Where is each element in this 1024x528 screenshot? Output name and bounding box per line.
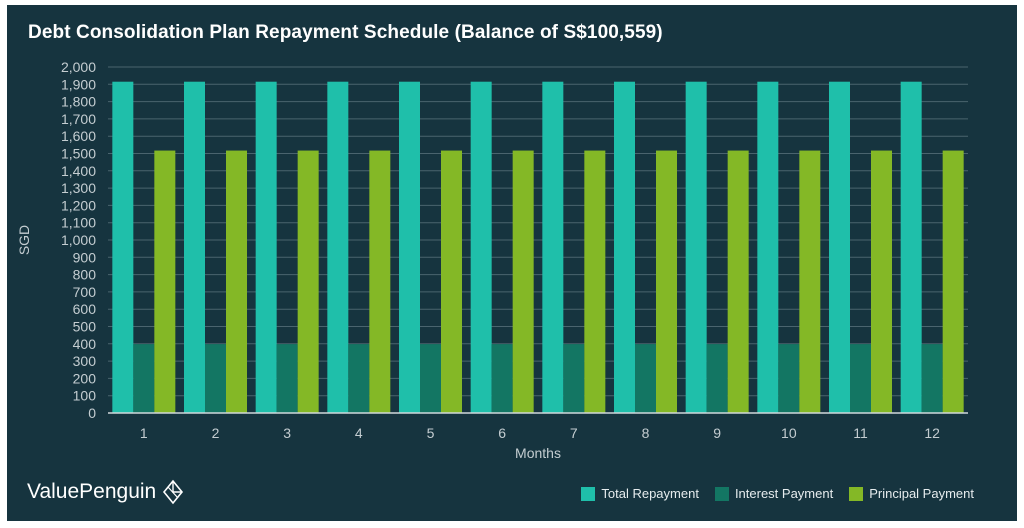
y-tick-label: 500 [73,319,97,335]
gridlines [108,66,968,397]
y-tick-label: 400 [73,336,97,352]
bar-total-repayment [184,81,205,413]
x-tick-label: 9 [713,425,721,441]
x-tick-label: 11 [853,425,868,441]
y-tick-label: 1,800 [61,94,96,110]
y-tick-label: 800 [73,267,97,283]
y-tick-label: 1,600 [61,128,96,144]
x-tick-label: 8 [642,425,650,441]
bar-total-repayment [900,81,922,413]
legend-swatch [581,486,596,501]
bar-total-repayment [327,81,349,413]
x-axis-title: Months [515,445,561,461]
bar-interest-payment [205,344,226,413]
legend-label: Principal Payment [869,486,974,501]
y-tick-label: 600 [73,301,97,317]
bar-interest-payment [276,344,298,413]
bar-interest-payment [563,344,585,413]
legend-item: Total Repayment [581,486,699,501]
bar-principal-payment [369,150,391,413]
y-tick-label: 1,500 [61,146,96,162]
bars [112,81,964,413]
bar-total-repayment [685,81,707,413]
bar-principal-payment [154,150,176,413]
legend-label: Interest Payment [734,486,834,501]
legend-swatch [849,486,864,501]
y-tick-label: 2,000 [61,59,96,75]
x-tick-labels: 1 2 3 4 5 6 7 8 9 10 11 12 [140,425,940,441]
y-tick-label: 300 [73,353,97,369]
bar-total-repayment [255,81,277,413]
chart-legend: Total Repayment Interest Payment Principal… [565,486,974,501]
bar-principal-payment [297,150,319,413]
bar-total-repayment [757,81,779,413]
bar-total-repayment [614,81,635,413]
x-tick-label: 3 [283,425,291,441]
y-tick-label: 1,200 [61,197,96,213]
y-tick-label: 0 [88,405,96,421]
bar-interest-payment [420,344,441,413]
y-tick-label: 1,100 [61,215,96,231]
x-tick-label: 10 [781,425,797,441]
x-tick-label: 5 [427,425,435,441]
legend-item: Interest Payment [714,486,834,501]
bar-principal-payment [584,150,606,413]
valuepenguin-logo-icon [163,479,184,505]
bar-interest-payment [133,344,155,413]
legend-label: Total Repayment [601,486,699,501]
x-tick-label: 6 [498,425,506,441]
bar-interest-payment [921,344,943,413]
bar-interest-payment [850,344,871,413]
y-tick-label: 1,700 [61,111,96,127]
x-tick-label: 2 [212,425,220,441]
bar-interest-payment [635,344,656,413]
bar-total-repayment [542,81,564,413]
x-tick-label: 12 [924,425,940,441]
bar-principal-payment [226,150,247,413]
x-tick-label: 4 [355,425,363,441]
y-tick-label: 1,300 [61,180,96,196]
chart-title: Debt Consolidation Plan Repayment Schedu… [28,22,663,43]
y-tick-label: 700 [73,284,97,300]
legend-swatch [714,486,729,501]
y-tick-label: 1,900 [61,76,96,92]
y-tick-label: 1,400 [61,163,96,179]
bar-interest-payment [778,344,800,413]
bar-interest-payment [491,344,513,413]
brand-logo: ValuePenguin [27,479,184,505]
bar-total-repayment [399,81,420,413]
bar-interest-payment [348,344,370,413]
x-tick-label: 7 [570,425,578,441]
y-tick-label: 100 [73,388,97,404]
bar-interest-payment [706,344,728,413]
bar-principal-payment [512,150,534,413]
legend-item: Principal Payment [849,486,974,501]
y-tick-label: 900 [73,249,97,265]
y-tick-label: 200 [73,370,97,386]
bar-principal-payment [441,150,462,413]
y-tick-label: 1,000 [61,232,96,248]
y-axis-title: SGD [16,225,32,255]
bar-principal-payment [799,150,821,413]
bar-total-repayment [112,81,134,413]
bar-principal-payment [871,150,892,413]
bar-total-repayment [829,81,850,413]
bar-principal-payment [942,150,964,413]
bar-principal-payment [727,150,749,413]
bar-principal-payment [656,150,677,413]
bar-total-repayment [470,81,492,413]
brand-name: ValuePenguin [27,480,157,503]
x-tick-label: 1 [140,425,148,441]
